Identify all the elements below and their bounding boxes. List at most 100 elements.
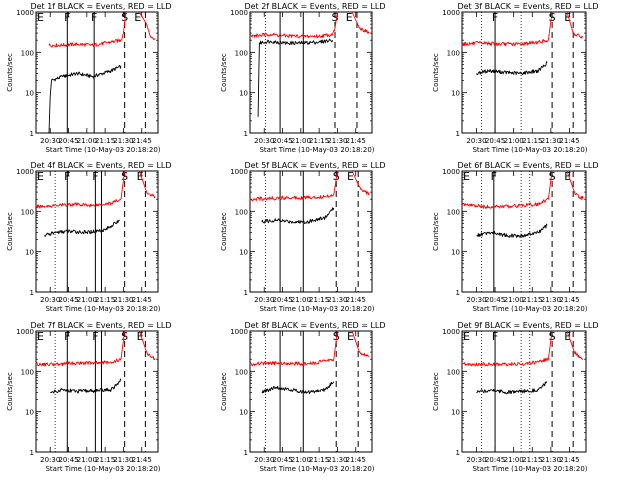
y-tick-label: 1 [30, 130, 34, 138]
y-tick-label: 1 [244, 449, 248, 457]
annotation-label: F [92, 170, 98, 183]
y-axis-label: Counts/sec [432, 53, 440, 92]
lld-series-line [138, 11, 156, 40]
y-tick-label: 100 [447, 49, 460, 57]
annotation-label: S [121, 170, 128, 183]
y-tick-label: 1000 [442, 328, 460, 336]
plot-frame [461, 11, 587, 134]
events-series-line [476, 381, 548, 395]
x-tick-label: 21:45 [132, 456, 152, 464]
x-tick-label: 21:15 [95, 456, 115, 464]
y-tick-label: 1000 [16, 168, 34, 176]
x-tick-label: 20:30 [466, 456, 486, 464]
chart-title: Det 2f BLACK = Events, RED = LLD [244, 2, 385, 11]
annotation-label: E [463, 330, 470, 343]
y-tick-label: 1 [456, 449, 460, 457]
events-series-line [49, 378, 122, 394]
y-tick-label: 1000 [442, 168, 460, 176]
x-tick-label: 21:15 [95, 296, 115, 304]
x-axis-label: Start Time (10-May-03 20:18:20) [259, 146, 374, 154]
x-tick-label: 20:45 [58, 137, 78, 145]
y-tick-label: 10 [25, 409, 34, 417]
y-axis-label: Counts/sec [6, 53, 14, 92]
lld-series-line [351, 11, 370, 34]
x-tick-label: 21:45 [132, 137, 152, 145]
y-tick-label: 100 [235, 208, 248, 216]
x-tick-label: 20:45 [485, 296, 505, 304]
y-tick-label: 10 [451, 249, 460, 257]
x-axis-label: Start Time (10-May-03 20:18:20) [259, 305, 374, 313]
chart-title: Det 4f BLACK = Events, RED = LLD [30, 161, 171, 170]
lld-series-line [35, 330, 126, 367]
chart-title: Det 7f BLACK = Events, RED = LLD [30, 321, 171, 330]
x-tick-label: 21:45 [346, 137, 366, 145]
y-tick-label: 1 [30, 289, 34, 297]
y-tick-label: 10 [451, 90, 460, 98]
y-tick-label: 10 [25, 249, 34, 257]
annotation-label: F [64, 11, 70, 24]
x-tick-label: 21:45 [346, 456, 366, 464]
x-tick-label: 21:00 [77, 456, 97, 464]
annotation-label: S [333, 330, 340, 343]
x-tick-label: 21:30 [541, 137, 561, 145]
y-tick-label: 10 [239, 249, 248, 257]
annotation-label: S [332, 11, 339, 24]
x-tick-label: 20:45 [272, 296, 292, 304]
y-tick-label: 1 [30, 449, 34, 457]
y-tick-label: 1000 [230, 328, 248, 336]
x-tick-label: 21:00 [504, 137, 524, 145]
plot-frame [249, 170, 373, 293]
annotation-label: E [347, 330, 354, 343]
x-tick-label: 21:45 [132, 296, 152, 304]
x-tick-label: 21:00 [291, 296, 311, 304]
x-tick-label: 21:45 [559, 456, 579, 464]
x-tick-label: 21:15 [522, 137, 542, 145]
chart-title: Det 8f BLACK = Events, RED = LLD [244, 321, 385, 330]
chart-panel: Det 6f BLACK = Events, RED = LLD 1 10 100 10… [432, 161, 599, 313]
annotation-label: E [564, 170, 571, 183]
lld-series-line [461, 330, 553, 367]
y-tick-label: 1 [456, 289, 460, 297]
lld-series-line [249, 330, 338, 367]
annotation-label: E [346, 11, 353, 24]
y-tick-label: 100 [21, 49, 34, 57]
lld-series-line [461, 11, 553, 47]
x-axis-label: Start Time (10-May-03 20:18:20) [45, 146, 160, 154]
x-tick-label: 21:15 [522, 456, 542, 464]
events-series-line [476, 223, 548, 238]
plot-frame [249, 330, 373, 453]
x-tick-label: 20:30 [254, 456, 274, 464]
annotation-label: S [549, 170, 556, 183]
annotation-label: S [549, 11, 556, 24]
x-axis-label: Start Time (10-May-03 20:18:20) [45, 305, 160, 313]
x-tick-label: 21:00 [77, 296, 97, 304]
x-tick-label: 21:30 [327, 296, 347, 304]
annotation-label: F [492, 11, 498, 24]
plot-frame [461, 330, 587, 453]
annotation-label: E [137, 170, 144, 183]
y-tick-label: 1000 [16, 9, 34, 17]
y-tick-label: 1 [456, 130, 460, 138]
annotation-label: F [91, 11, 97, 24]
y-tick-label: 1000 [230, 168, 248, 176]
plot-frame [35, 11, 159, 134]
x-tick-label: 20:30 [254, 296, 274, 304]
x-tick-label: 21:30 [113, 137, 133, 145]
annotation-label: E [37, 170, 44, 183]
x-axis-label: Start Time (10-May-03 20:18:20) [472, 146, 587, 154]
events-series-line [261, 381, 335, 395]
lld-series-line [48, 11, 127, 48]
x-tick-label: 21:30 [113, 456, 133, 464]
annotation-label: F [64, 170, 70, 183]
plot-frame [35, 170, 159, 293]
chart-title: Det 5f BLACK = Events, RED = LLD [244, 161, 385, 170]
x-tick-label: 21:45 [559, 296, 579, 304]
y-axis-label: Counts/sec [432, 212, 440, 251]
x-tick-label: 21:45 [559, 137, 579, 145]
y-tick-label: 100 [235, 368, 248, 376]
x-tick-label: 20:45 [58, 296, 78, 304]
y-tick-label: 1 [244, 130, 248, 138]
y-tick-label: 1000 [230, 9, 248, 17]
lld-series-line [566, 330, 584, 360]
